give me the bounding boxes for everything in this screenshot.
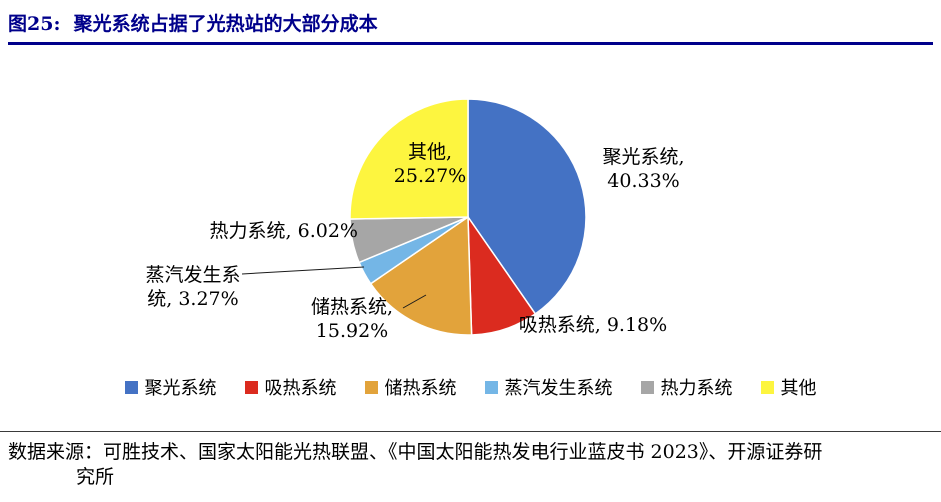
slice-label-line: 聚光系统, bbox=[602, 146, 685, 168]
slice-label-thermal-system: 热力系统, 6.02% bbox=[195, 219, 358, 243]
slice-label-line: 15.92% bbox=[315, 320, 389, 342]
legend-item-storage-system: 储热系统 bbox=[364, 374, 457, 400]
slice-label-storage-system: 储热系统, 15.92% bbox=[292, 295, 412, 343]
figure-header: 图25: 聚光系统占据了光热站的大部分成本 bbox=[0, 0, 941, 45]
slice-label-absorber-system: 吸热系统, 9.18% bbox=[488, 313, 698, 337]
legend-swatch-absorber-system bbox=[244, 380, 258, 394]
legend-swatch-thermal-system bbox=[640, 380, 654, 394]
legend-swatch-storage-system bbox=[364, 380, 378, 394]
legend-swatch-steam-generation-system bbox=[484, 380, 498, 394]
legend-label: 聚光系统 bbox=[144, 378, 217, 399]
legend-label: 吸热系统 bbox=[264, 378, 337, 399]
legend-swatch-other bbox=[760, 380, 774, 394]
chart-legend: 聚光系统 吸热系统 储热系统 蒸汽发生系统 热力系统 其他 bbox=[0, 374, 941, 400]
slice-label-line: 40.33% bbox=[607, 170, 680, 192]
slice-label-concentrating-system: 聚光系统, 40.33% bbox=[566, 145, 721, 193]
title-underline bbox=[8, 42, 933, 45]
slice-label-line: 其他, bbox=[407, 141, 453, 163]
legend-label: 热力系统 bbox=[660, 378, 733, 399]
slice-label-line: 25.27% bbox=[393, 165, 467, 187]
legend-label: 蒸汽发生系统 bbox=[504, 378, 613, 399]
pie-slice-5 bbox=[349, 98, 469, 220]
data-source-text-line1: 数据来源：可胜技术、国家太阳能光热联盟、《中国太阳能热发电行业蓝皮书 2023》… bbox=[8, 441, 823, 463]
slice-label-line: 储热系统, bbox=[310, 296, 394, 318]
slice-label-line: 吸热系统, 9.18% bbox=[518, 314, 668, 336]
legend-label: 其他 bbox=[780, 378, 817, 399]
label-leader-line-0 bbox=[402, 294, 427, 309]
pie-slice-0 bbox=[467, 98, 587, 315]
data-source: 数据来源：可胜技术、国家太阳能光热联盟、《中国太阳能热发电行业蓝皮书 2023》… bbox=[0, 432, 941, 490]
footer-divider bbox=[0, 431, 941, 432]
slice-label-line: 统, 3.27% bbox=[147, 288, 239, 310]
legend-item-thermal-system: 热力系统 bbox=[640, 374, 733, 400]
pie-slice-2 bbox=[369, 215, 473, 336]
legend-item-other: 其他 bbox=[760, 374, 817, 400]
pie-chart bbox=[241, 98, 587, 336]
data-source-text-line2: 究所 bbox=[76, 466, 115, 488]
legend-item-concentrating-system: 聚光系统 bbox=[124, 374, 217, 400]
pie-chart-area: 聚光系统, 40.33% 吸热系统, 9.18% 储热系统, 15.92% 蒸汽… bbox=[0, 45, 941, 367]
legend-item-absorber-system: 吸热系统 bbox=[244, 374, 337, 400]
figure-title: 图25: 聚光系统占据了光热站的大部分成本 bbox=[8, 13, 378, 35]
slice-label-other: 其他, 25.27% bbox=[378, 140, 482, 188]
slice-label-line: 热力系统, 6.02% bbox=[209, 220, 358, 242]
label-leader-line-1 bbox=[241, 266, 365, 275]
slice-label-steam-generation-system: 蒸汽发生系 统, 3.27% bbox=[128, 263, 258, 311]
legend-swatch-concentrating-system bbox=[124, 380, 138, 394]
legend-item-steam-generation-system: 蒸汽发生系统 bbox=[484, 374, 613, 400]
legend-label: 储热系统 bbox=[384, 378, 457, 399]
slice-label-line: 蒸汽发生系 bbox=[145, 264, 241, 286]
